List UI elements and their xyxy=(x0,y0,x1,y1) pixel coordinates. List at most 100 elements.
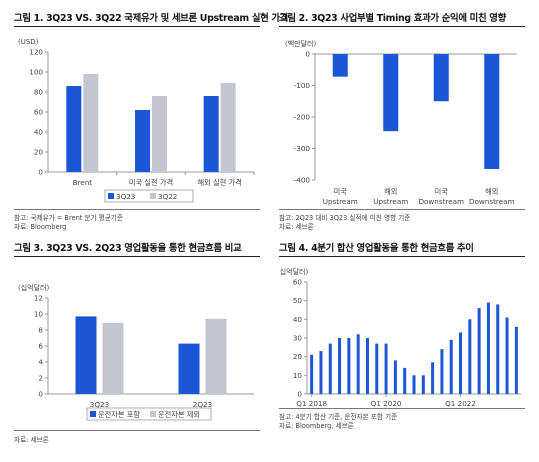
title-rule xyxy=(279,256,525,257)
unit-label: (십억달러) xyxy=(18,283,49,292)
bar xyxy=(514,326,518,394)
bar xyxy=(356,334,360,394)
legend-label: 3Q23 xyxy=(116,192,135,201)
bar xyxy=(332,54,348,77)
unit-label: (백만달러) xyxy=(285,39,316,48)
legend-swatch xyxy=(108,193,114,199)
x-tick-label: Downstream xyxy=(469,197,515,206)
x-tick-label: 3Q23 xyxy=(90,400,109,409)
y-tick-label: 0 xyxy=(38,390,43,399)
bar xyxy=(375,343,379,394)
x-tick-label: 해외 xyxy=(384,187,397,196)
bottom-rule xyxy=(279,408,525,409)
y-tick-label: 30 xyxy=(293,334,303,343)
x-tick-label: 미국 xyxy=(435,187,449,196)
title-rule xyxy=(279,26,525,27)
y-tick-label: 8 xyxy=(38,326,43,335)
x-tick-label: Upstream xyxy=(323,197,358,206)
y-tick-label: 10 xyxy=(34,310,44,319)
title-rule xyxy=(14,26,260,27)
y-tick-label: -400 xyxy=(294,176,311,185)
bar xyxy=(468,319,472,394)
y-tick-label: 0 xyxy=(38,168,43,177)
y-tick-label: -100 xyxy=(294,81,311,90)
y-tick-label: 12 xyxy=(34,294,43,303)
bar xyxy=(505,317,509,394)
legend-box xyxy=(104,189,194,203)
bar xyxy=(393,360,397,394)
y-tick-label: -300 xyxy=(294,144,311,153)
x-tick-label: 미국 실현 가격 xyxy=(129,178,173,187)
bar xyxy=(83,74,99,172)
panel-cashflow-trend: 그림 4. 4분기 합산 영업활동을 통한 현금흐름 추이 (십억달러) 0 10 2… xyxy=(279,240,525,455)
legend-label: 3Q22 xyxy=(158,192,177,201)
x-tick-label: Q1 2018 xyxy=(296,399,327,408)
x-tick-label: 해외 실현 가격 xyxy=(198,178,242,187)
bar xyxy=(440,349,444,394)
chart-title: 그림 4. 4분기 합산 영업활동을 통한 현금흐름 추이 xyxy=(279,243,474,254)
bar xyxy=(152,96,167,172)
panel-price-comparison: 그림 1. 3Q23 VS. 3Q22 국제유가 및 세브론 Upstream … xyxy=(14,10,288,231)
chart-title: 그림 2. 3Q23 사업부별 Timing 효과가 순익에 미친 영향 xyxy=(279,13,506,24)
x-tick-label: Downstream xyxy=(418,197,464,206)
bar xyxy=(328,343,332,394)
bar xyxy=(338,338,342,394)
title-rule xyxy=(14,256,260,257)
bar xyxy=(66,86,82,172)
legend-label: 운전자본 포함 xyxy=(98,410,140,419)
chart-title: 그림 1. 3Q23 VS. 3Q22 국제유가 및 세브론 Upstream … xyxy=(14,13,289,24)
x-tick-label: Q1 2020 xyxy=(371,399,402,408)
bar xyxy=(319,351,323,394)
x-tick-label: 2Q23 xyxy=(193,400,212,409)
bar xyxy=(383,54,399,132)
y-tick-label: 60 xyxy=(293,278,303,287)
y-tick-label: 10 xyxy=(293,371,303,380)
y-tick-label: 0 xyxy=(305,50,310,59)
cashflow-trend-chart: (십억달러) 0 10 20 30 40 50 60 Q1 2018 Q1 2020 Q1 2022 xyxy=(279,267,521,408)
bar xyxy=(431,362,435,394)
bar xyxy=(205,318,227,394)
price-bar-chart: (USD) 0 20 40 60 80 100 120 Brent 미국 실현 가격 해외 실현 가… xyxy=(18,38,255,203)
chart-title: 그림 3. 3Q23 VS. 2Q23 영업활동을 통한 현금흐름 비교 xyxy=(14,243,242,254)
bar xyxy=(220,83,236,172)
y-tick-label: 40 xyxy=(34,128,44,137)
y-tick-label: 100 xyxy=(29,68,43,77)
bar xyxy=(347,338,351,394)
bottom-rule xyxy=(14,430,260,431)
y-tick-label: 120 xyxy=(29,48,43,57)
legend-swatch xyxy=(150,193,156,199)
legend-label: 운전자본 제외 xyxy=(158,410,200,419)
bar xyxy=(384,343,388,394)
y-tick-label: 20 xyxy=(293,352,303,361)
y-tick-label: 50 xyxy=(293,296,303,305)
y-tick-label: 6 xyxy=(38,342,43,351)
bar xyxy=(412,375,416,394)
x-tick-label: 해외 xyxy=(485,187,498,196)
y-tick-label: 20 xyxy=(34,148,44,157)
chart-note: 참고: 4분기 합산 기준, 운전자본 포함 기준 xyxy=(279,413,398,421)
legend-swatch xyxy=(90,411,96,417)
y-tick-label: -200 xyxy=(294,113,311,122)
chart-note: 참고: 2Q23 대비 3Q23 실적에 미친 영향 기준 xyxy=(279,214,411,222)
legend-box xyxy=(86,407,212,421)
bar xyxy=(484,54,500,169)
chart-source: 자료: Bloomberg xyxy=(14,223,67,231)
x-tick-label: 미국 xyxy=(334,187,348,196)
chart-source: 자료: 세브론 xyxy=(14,436,49,444)
chart-source: 자료: Bloomberg, 세브론 xyxy=(279,422,354,430)
bar xyxy=(102,322,124,394)
bar xyxy=(449,339,453,394)
chart-note: 참고: 국제유가 = Brent 분기 평균기준 xyxy=(14,214,123,222)
y-tick-label: 40 xyxy=(293,315,303,324)
bottom-rule xyxy=(14,209,260,210)
y-tick-label: 80 xyxy=(34,88,44,97)
y-tick-label: 60 xyxy=(34,108,44,117)
bar xyxy=(433,54,449,102)
x-tick-label: Q1 2022 xyxy=(445,399,476,408)
bar xyxy=(135,110,150,172)
cashflow-bar-chart: (십억달러) 0 2 4 6 8 10 12 3Q23 2Q23 운전자본 포함 운전자본 제외 xyxy=(18,283,254,421)
x-tick-label: Brent xyxy=(73,178,93,187)
y-tick-label: 2 xyxy=(38,374,43,383)
unit-label: (USD) xyxy=(18,38,39,46)
legend-swatch xyxy=(150,411,156,417)
